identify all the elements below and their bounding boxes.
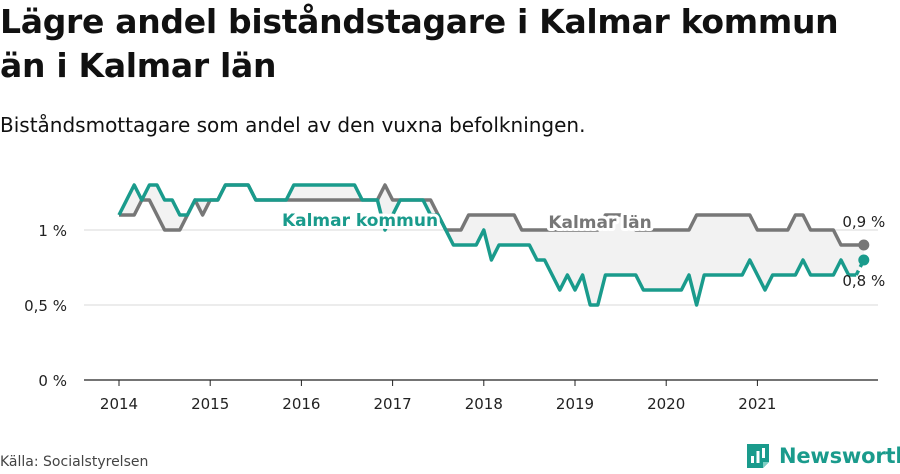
series-line-kalmar-kommun	[117, 183, 857, 307]
series-label-kalmar-lan: Kalmar län	[548, 213, 651, 233]
source-note: Källa: Socialstyrelsen	[0, 454, 149, 470]
x-tick-label: 2019	[556, 395, 594, 413]
end-label-kalmar-kommun: 0,8 %	[842, 272, 885, 290]
y-tick-label: 1 %	[38, 222, 67, 240]
end-point-kalmar-lan	[858, 239, 870, 251]
end-point-kalmar-kommun	[858, 254, 870, 266]
x-tick-label: 2017	[374, 395, 412, 413]
difference-band	[119, 185, 864, 305]
series-line-kalmar-kommun-last	[854, 259, 866, 276]
x-tick-label: 2016	[282, 395, 320, 413]
chart-title: Lägre andel biståndstagare i Kalmar komm…	[0, 2, 839, 85]
series-label-kalmar-kommun: Kalmar kommun	[282, 211, 438, 231]
brand-name: Newsworthy	[779, 444, 900, 468]
newsworthy-logo-icon	[747, 444, 769, 468]
x-tick-label: 2020	[647, 395, 685, 413]
end-label-kalmar-lan: 0,9 %	[842, 213, 885, 231]
x-tick-label: 2015	[191, 395, 229, 413]
x-tick-label: 2014	[100, 395, 138, 413]
y-tick-label: 0,5 %	[24, 297, 67, 315]
chart-subtitle: Biståndsmottagare som andel av den vuxna…	[0, 113, 586, 137]
x-tick-label: 2021	[738, 395, 776, 413]
brand-logo[interactable]: Newsworthy	[745, 440, 900, 472]
x-tick-label: 2018	[465, 395, 503, 413]
y-tick-label: 0 %	[38, 372, 67, 390]
